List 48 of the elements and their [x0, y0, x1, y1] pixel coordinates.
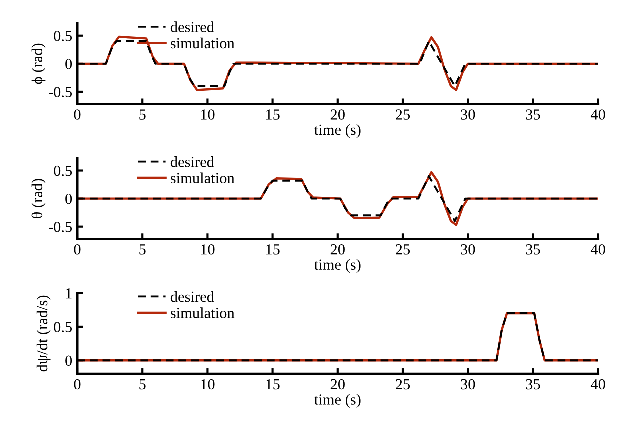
- y-axis-title: ϕ (rad): [32, 44, 46, 84]
- x-tick-label: 30: [461, 110, 476, 120]
- y-tick-label: -0.5: [49, 222, 72, 232]
- x-axis-title: time (s): [314, 124, 361, 138]
- legend-label: desired: [170, 22, 214, 32]
- legend-label: simulation: [171, 38, 235, 49]
- legend-label: simulation: [171, 308, 235, 318]
- x-tick-label: 30: [461, 244, 476, 255]
- x-tick-label: 40: [590, 379, 606, 390]
- x-tick-label: 35: [526, 110, 540, 120]
- y-tick-label: 0: [66, 356, 72, 366]
- x-tick-label: 10: [201, 379, 215, 390]
- x-tick-label: 30: [461, 379, 476, 390]
- x-tick-label: 5: [140, 380, 146, 390]
- x-tick-label: 35: [526, 379, 540, 390]
- x-tick-label: 35: [526, 244, 540, 255]
- y-tick-label: -0.5: [49, 87, 72, 98]
- x-tick-label: 5: [140, 110, 146, 120]
- y-axis-title: dψ/dt (rad/s): [36, 296, 51, 372]
- x-tick-label: 10: [201, 110, 215, 120]
- x-tick-label: 20: [330, 244, 345, 255]
- y-tick-label: 0: [66, 194, 72, 204]
- legend-label: desired: [170, 291, 214, 302]
- x-tick-label: 20: [330, 379, 345, 390]
- x-axis-title: time (s): [314, 259, 361, 274]
- y-tick-label: 0.5: [54, 322, 72, 332]
- y-tick-label: 0.5: [54, 166, 72, 176]
- legend-label: simulation: [171, 172, 235, 184]
- x-tick-label: 25: [396, 379, 410, 390]
- x-tick-label: 15: [266, 110, 280, 120]
- y-axis-title: θ (rad): [32, 179, 46, 218]
- x-tick-label: 0: [74, 244, 81, 255]
- x-tick-label: 20: [330, 110, 345, 120]
- x-tick-label: 25: [396, 110, 410, 120]
- x-tick-label: 5: [140, 244, 146, 255]
- x-tick-label: 0: [74, 110, 81, 120]
- x-tick-label: 25: [396, 244, 410, 255]
- x-tick-label: 15: [266, 244, 280, 255]
- x-axis-title: time (s): [314, 394, 361, 408]
- x-tick-label: 40: [590, 244, 606, 255]
- x-tick-label: 10: [201, 244, 215, 255]
- y-tick-label: 1: [66, 288, 72, 299]
- y-tick-label: 0: [66, 59, 72, 70]
- x-tick-label: 0: [74, 379, 81, 390]
- x-tick-label: 15: [266, 379, 280, 390]
- x-tick-label: 40: [590, 110, 606, 120]
- y-tick-label: 0.5: [54, 31, 72, 42]
- legend-label: desired: [170, 156, 214, 168]
